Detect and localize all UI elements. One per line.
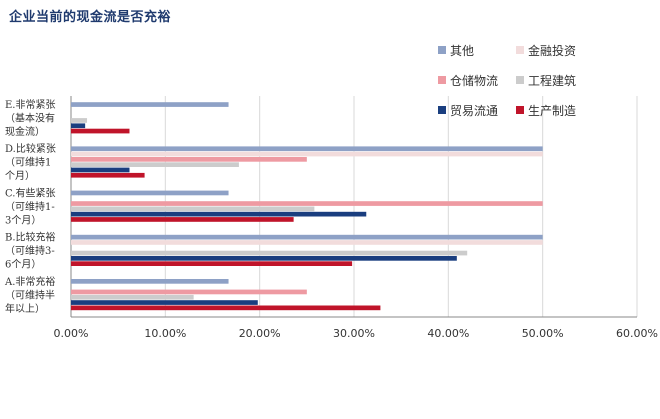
- legend-item: 贸易流通: [438, 102, 498, 119]
- category-label: B.比较充裕: [5, 231, 56, 244]
- legend-item: 仓储物流: [438, 72, 498, 89]
- bar: [71, 250, 468, 256]
- category-label: A.非常充裕: [4, 275, 55, 288]
- x-tick-label: 0.00%: [54, 327, 89, 340]
- legend-label: 其他: [450, 44, 475, 58]
- x-tick-label: 60.00%: [616, 327, 658, 340]
- bar: [71, 157, 307, 162]
- legend-item: 金融投资: [516, 42, 576, 59]
- category-label: （可维持1-: [5, 200, 55, 213]
- bar: [71, 240, 543, 245]
- legend-swatch: [516, 76, 524, 84]
- legend-swatch: [438, 106, 446, 114]
- bar: [71, 151, 543, 157]
- category-label: （可维持半: [5, 288, 55, 301]
- bar: [71, 190, 229, 196]
- category-label: E.非常紧张: [5, 98, 55, 111]
- chart-title: 企业当前的现金流是否充裕: [9, 10, 172, 25]
- legend-item: 生产制造: [516, 102, 576, 119]
- legend-swatch: [516, 106, 524, 114]
- x-tick-label: 20.00%: [239, 327, 281, 340]
- legend-item: 其他: [438, 42, 474, 59]
- bar: [71, 201, 543, 206]
- legend-label: 贸易流通: [450, 104, 499, 118]
- category-label: 个月）: [5, 170, 35, 182]
- bar: [71, 217, 294, 222]
- category-label: D.比较紧张: [5, 142, 56, 155]
- bar: [71, 162, 239, 167]
- x-tick-label: 40.00%: [427, 327, 469, 340]
- category-label: 3个月）: [5, 214, 41, 226]
- bar: [71, 206, 315, 212]
- x-tick-label: 30.00%: [333, 327, 375, 340]
- bar: [71, 146, 543, 152]
- category-label: （可维持3-: [5, 244, 55, 257]
- bar: [71, 102, 229, 107]
- x-tick-label: 50.00%: [522, 327, 564, 340]
- bar: [71, 167, 130, 173]
- legend-label: 工程建筑: [528, 74, 577, 88]
- bar: [71, 294, 194, 300]
- category-label: 6个月）: [5, 259, 41, 271]
- legend-swatch: [516, 46, 524, 54]
- x-tick-label: 10.00%: [144, 327, 186, 340]
- bar: [71, 172, 145, 178]
- category-label: 现金流）: [5, 125, 45, 138]
- bar: [71, 234, 543, 240]
- legend-label: 金融投资: [528, 44, 577, 58]
- bar: [71, 261, 353, 266]
- bar: [71, 118, 88, 123]
- bar: [71, 123, 86, 129]
- bar: [71, 256, 457, 261]
- category-label: 年以上）: [5, 302, 45, 315]
- category-label: （基本没有: [5, 112, 55, 125]
- legend-swatch: [438, 46, 446, 54]
- bar: [71, 128, 130, 134]
- category-label: C.有些紧张: [5, 186, 55, 199]
- bar: [71, 305, 381, 311]
- bar: [71, 289, 307, 295]
- legend-label: 生产制造: [528, 104, 577, 118]
- bar: [71, 279, 229, 284]
- bar: [71, 300, 258, 305]
- bar: [71, 211, 367, 217]
- category-label: （可维持1: [5, 156, 51, 169]
- legend-item: 工程建筑: [516, 72, 576, 89]
- legend-swatch: [438, 76, 446, 84]
- legend-label: 仓储物流: [450, 74, 499, 88]
